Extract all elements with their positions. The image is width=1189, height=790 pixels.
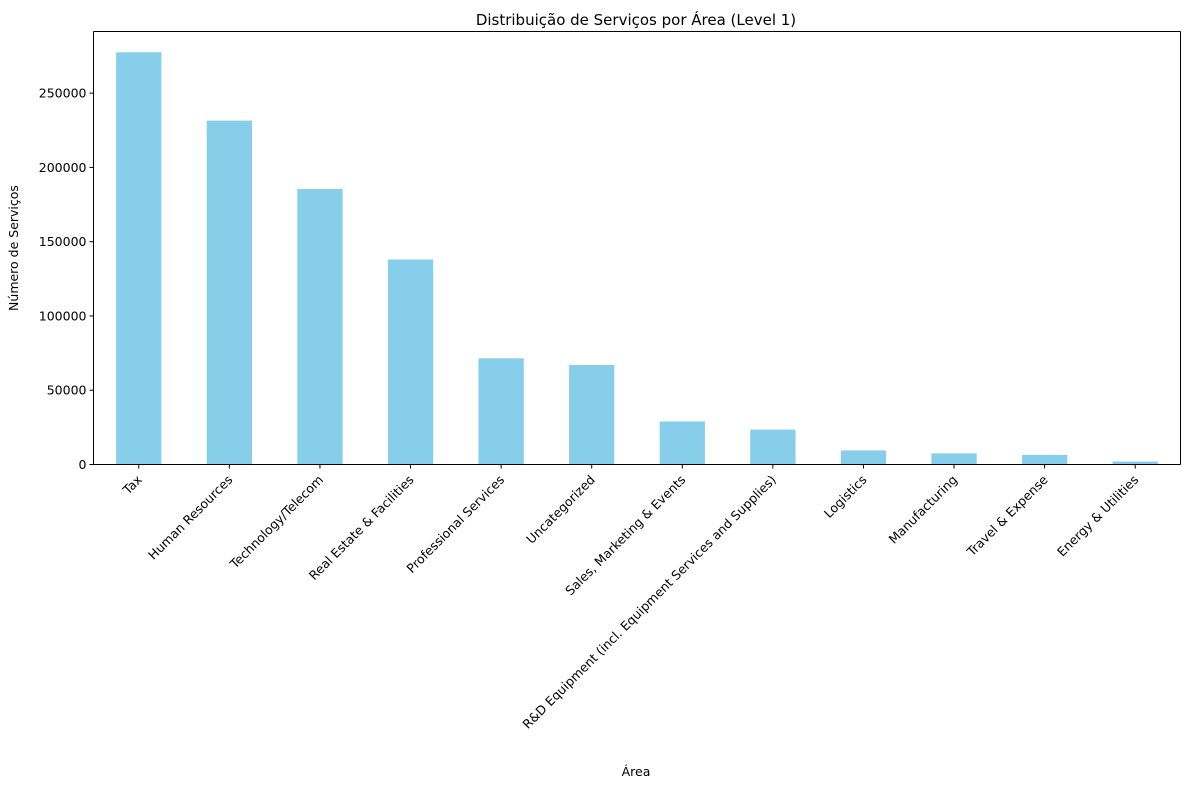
bars-group [116,52,1158,465]
bar [1021,454,1068,465]
y-tick-label: 0 [79,457,87,472]
x-tick-label: Manufacturing [886,472,961,547]
y-axis: 0 50000 100000 150000 200000 250000 [39,86,94,472]
bar [478,358,524,465]
x-axis: Tax Human ResourcesTechnology/TelecomReal… [119,464,1141,732]
x-tick-label: Uncategorized [523,472,598,547]
bar [116,52,162,465]
x-tick-label: Real Estate & Facilities [306,472,417,583]
x-tick-label: Technology/Telecom [226,472,326,572]
y-tick-label: 50000 [47,383,87,398]
bar [931,453,977,465]
bar [840,450,887,465]
x-tick-label: Travel & Expense [963,472,1051,560]
chart-title: Distribuição de Serviços por Área (Level… [476,10,796,29]
x-tick-label: Energy & Utilities [1054,472,1141,559]
bar [1112,461,1158,465]
bar [387,259,434,465]
y-axis-label: Número de Serviços [6,185,21,311]
x-tick-label: Tax [119,472,145,498]
y-tick-label: 100000 [39,308,87,323]
y-tick-label: 150000 [39,234,87,249]
bar [750,429,796,465]
x-tick-label: Professional Services [403,472,507,576]
x-tick-label: Human Resources [145,472,235,562]
bar [659,421,705,465]
y-tick-label: 200000 [39,160,87,175]
y-tick-label: 250000 [39,86,87,101]
bar [206,120,253,465]
bar [297,188,343,465]
bar [569,364,615,465]
x-tick-label: Logistics [821,472,870,521]
x-axis-label: Área [622,764,651,779]
